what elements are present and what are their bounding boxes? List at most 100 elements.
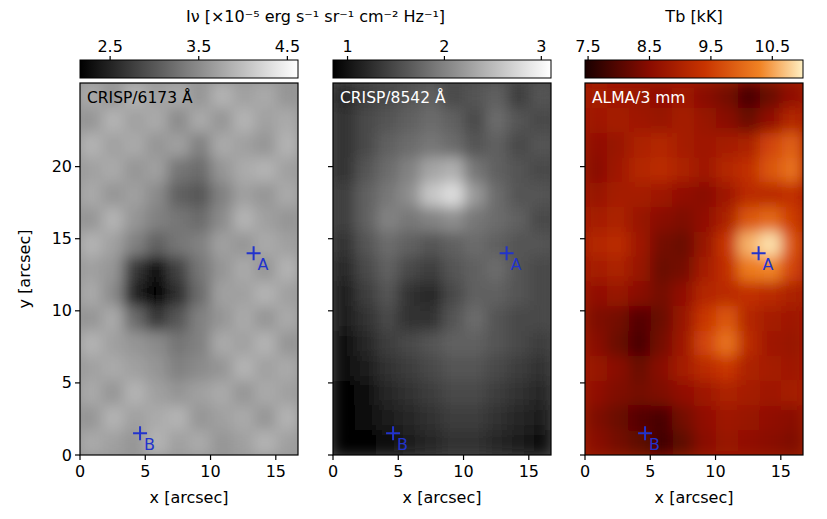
cell bbox=[276, 381, 298, 406]
cell bbox=[759, 157, 781, 182]
cell bbox=[377, 207, 399, 232]
cell bbox=[145, 281, 167, 306]
cell bbox=[145, 306, 167, 331]
cell bbox=[333, 405, 355, 430]
cell bbox=[211, 83, 233, 108]
cell bbox=[629, 182, 651, 207]
cell bbox=[629, 356, 651, 381]
cell bbox=[607, 430, 629, 455]
cell bbox=[420, 232, 442, 257]
cell bbox=[233, 157, 255, 182]
cell bbox=[507, 182, 529, 207]
cell bbox=[738, 83, 760, 108]
cell bbox=[672, 157, 694, 182]
cell bbox=[529, 381, 551, 406]
x-tick bbox=[398, 455, 399, 460]
colorbar-tick bbox=[444, 56, 445, 60]
cell bbox=[189, 430, 211, 455]
cell bbox=[189, 157, 211, 182]
cell bbox=[694, 257, 716, 282]
cell bbox=[585, 306, 607, 331]
cell bbox=[672, 182, 694, 207]
cell bbox=[211, 381, 233, 406]
cell bbox=[486, 405, 508, 430]
cell bbox=[694, 405, 716, 430]
cell bbox=[759, 281, 781, 306]
cell bbox=[738, 405, 760, 430]
cell bbox=[781, 405, 803, 430]
cell bbox=[759, 356, 781, 381]
y-tick-label: 0 bbox=[62, 446, 72, 465]
cell bbox=[254, 182, 276, 207]
cell bbox=[464, 157, 486, 182]
cell bbox=[254, 405, 276, 430]
cell bbox=[442, 157, 464, 182]
cell bbox=[124, 306, 146, 331]
cell bbox=[781, 207, 803, 232]
colorbar-tick-label: 7.5 bbox=[575, 37, 600, 56]
cell bbox=[355, 207, 377, 232]
cell bbox=[759, 381, 781, 406]
cell bbox=[102, 281, 124, 306]
cell bbox=[694, 232, 716, 257]
colorbar-tick-label: 3 bbox=[536, 37, 546, 56]
cell bbox=[694, 356, 716, 381]
cell bbox=[398, 257, 420, 282]
cell bbox=[333, 182, 355, 207]
cell bbox=[233, 306, 255, 331]
cell bbox=[529, 83, 551, 108]
cell bbox=[254, 207, 276, 232]
cell bbox=[585, 157, 607, 182]
colorbar-tick-label: 3.5 bbox=[186, 37, 211, 56]
cell bbox=[464, 232, 486, 257]
cell bbox=[420, 207, 442, 232]
cell bbox=[80, 232, 102, 257]
cell bbox=[377, 331, 399, 356]
cell bbox=[607, 232, 629, 257]
cell bbox=[167, 133, 189, 158]
x-tick-label: 5 bbox=[393, 462, 403, 481]
colorbar-title: Iν [×10⁻⁵ erg s⁻¹ sr⁻¹ cm⁻² Hz⁻¹] bbox=[186, 7, 445, 26]
cell bbox=[650, 207, 672, 232]
cell bbox=[585, 405, 607, 430]
cell bbox=[694, 157, 716, 182]
cell bbox=[629, 232, 651, 257]
y-tick bbox=[75, 454, 80, 455]
cell bbox=[650, 257, 672, 282]
cell bbox=[124, 356, 146, 381]
cell bbox=[464, 281, 486, 306]
cell bbox=[464, 257, 486, 282]
cell bbox=[607, 157, 629, 182]
cell bbox=[276, 133, 298, 158]
cell bbox=[377, 356, 399, 381]
colorbar-title: Tb [kK] bbox=[664, 7, 722, 26]
cell bbox=[398, 207, 420, 232]
cell bbox=[420, 108, 442, 133]
cell bbox=[759, 306, 781, 331]
y-tick bbox=[580, 238, 585, 239]
cell bbox=[167, 356, 189, 381]
cell bbox=[694, 133, 716, 158]
cell bbox=[529, 182, 551, 207]
cell bbox=[254, 430, 276, 455]
cell bbox=[420, 405, 442, 430]
cell bbox=[442, 356, 464, 381]
cell bbox=[124, 257, 146, 282]
cell bbox=[486, 381, 508, 406]
cell bbox=[738, 331, 760, 356]
cell bbox=[124, 207, 146, 232]
cell bbox=[629, 157, 651, 182]
cell bbox=[189, 207, 211, 232]
cell bbox=[507, 381, 529, 406]
cell bbox=[276, 331, 298, 356]
cell bbox=[233, 405, 255, 430]
cell bbox=[124, 182, 146, 207]
colorbar-tick bbox=[587, 56, 588, 60]
cell bbox=[420, 133, 442, 158]
cell bbox=[585, 430, 607, 455]
cell bbox=[507, 133, 529, 158]
cell bbox=[716, 108, 738, 133]
y-tick bbox=[328, 166, 333, 167]
y-tick bbox=[75, 166, 80, 167]
cell bbox=[486, 83, 508, 108]
